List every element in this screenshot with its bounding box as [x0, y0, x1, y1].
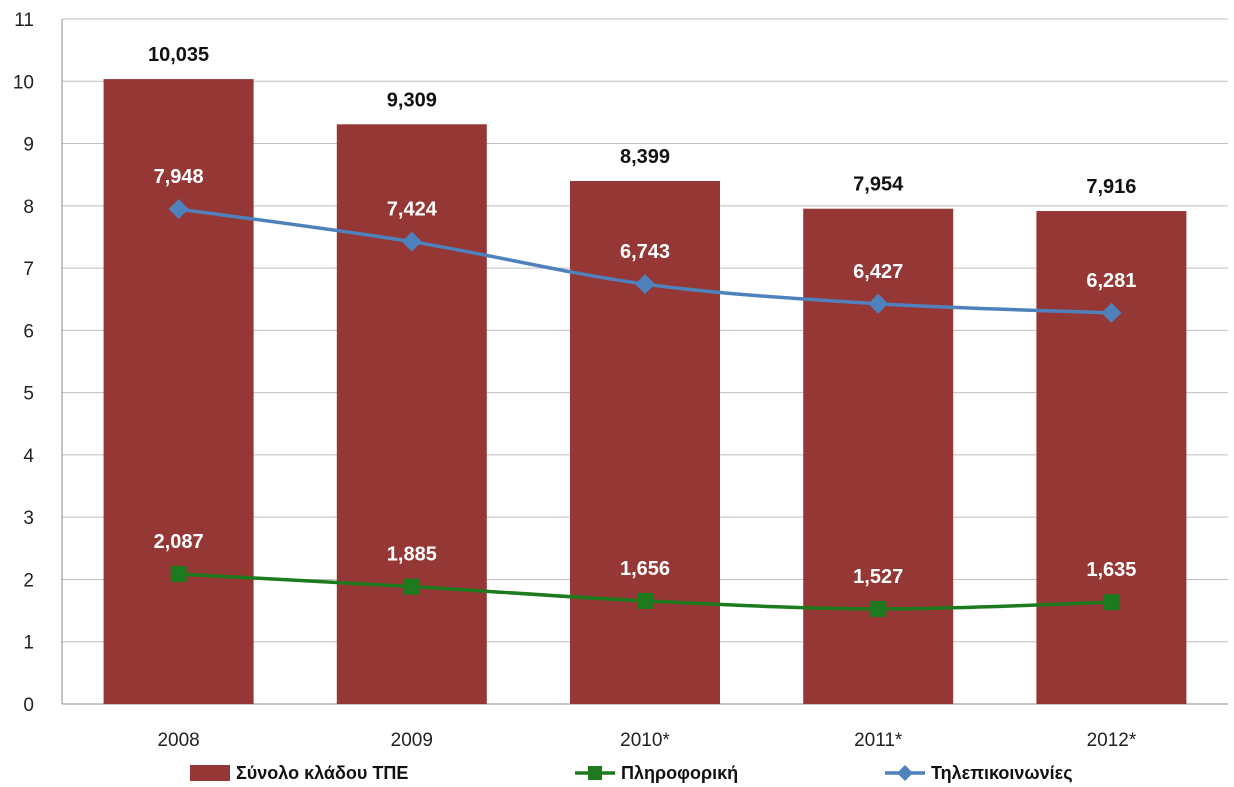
- data-point: [401, 231, 422, 252]
- line-value-label: 1,635: [1086, 559, 1136, 581]
- line-series: [168, 199, 1122, 617]
- x-tick-label: 2012*: [1087, 730, 1137, 751]
- legend-label: Σύνολο κλάδου ΤΠΕ: [236, 763, 408, 783]
- bar-value-label: 10,035: [148, 44, 209, 66]
- line-value-label: 7,948: [154, 166, 204, 188]
- y-tick-label: 8: [23, 197, 34, 218]
- legend-label: Πληροφορική: [621, 763, 738, 783]
- y-tick-label: 9: [23, 135, 34, 156]
- y-tick-label: 2: [23, 570, 34, 591]
- data-point: [868, 293, 889, 314]
- data-point: [168, 199, 189, 220]
- bar: [803, 208, 954, 704]
- y-tick-label: 4: [23, 446, 34, 467]
- bar-value-label: 7,954: [853, 174, 904, 196]
- y-tick-label: 11: [14, 10, 34, 31]
- legend-marker: [588, 766, 602, 780]
- data-point: [1101, 302, 1122, 323]
- x-tick-label: 2011*: [854, 730, 903, 751]
- bar-series: [103, 79, 1187, 705]
- line-value-label: 7,424: [387, 199, 438, 221]
- y-tick-label: 5: [23, 384, 34, 405]
- data-point: [635, 274, 655, 295]
- data-point: [870, 600, 887, 617]
- bar: [103, 79, 254, 704]
- data-labels: 10,035 9,309 8,399 7,954 7,916 2,087 1,885 1,65…: [148, 44, 1136, 588]
- y-tick-label: 6: [23, 321, 34, 342]
- y-tick-label: 0: [23, 695, 34, 716]
- bar: [336, 124, 487, 705]
- data-point: [1103, 594, 1120, 611]
- line-value-label: 1,527: [853, 566, 903, 588]
- data-point: [637, 592, 653, 609]
- bar-value-label: 7,916: [1086, 176, 1136, 198]
- legend-item: Πληροφορική: [575, 763, 738, 783]
- x-tick-label: 2009: [391, 730, 433, 751]
- legend-label: Τηλεπικοινωνίες: [931, 763, 1073, 783]
- bar-value-label: 8,399: [620, 146, 670, 168]
- y-tick-label: 1: [23, 633, 34, 654]
- data-point: [170, 566, 187, 583]
- line-value-label: 6,427: [853, 261, 903, 283]
- bar: [570, 180, 720, 704]
- line-value-label: 6,743: [620, 241, 670, 263]
- legend: Σύνολο κλάδου ΤΠΕ Πληροφορική Τηλεπικοινων…: [190, 763, 1073, 783]
- line-value-label: 2,087: [154, 531, 204, 553]
- data-point: [403, 578, 420, 595]
- y-tick-label: 7: [23, 259, 34, 280]
- legend-item: Σύνολο κλάδου ΤΠΕ: [190, 763, 408, 783]
- legend-item: Τηλεπικοινωνίες: [885, 763, 1073, 783]
- line-value-label: 6,281: [1086, 270, 1136, 292]
- legend-swatch: [190, 765, 230, 781]
- x-tick-label: 2008: [157, 730, 199, 751]
- x-tick-label: 2010*: [620, 730, 670, 751]
- line-value-label: 1,885: [387, 544, 437, 566]
- bar: [1036, 211, 1187, 705]
- legend-marker: [897, 765, 913, 781]
- line-value-label: 1,656: [620, 558, 670, 580]
- bar-value-label: 9,309: [387, 89, 437, 111]
- y-tick-label: 3: [23, 508, 34, 529]
- y-tick-label: 10: [13, 72, 34, 93]
